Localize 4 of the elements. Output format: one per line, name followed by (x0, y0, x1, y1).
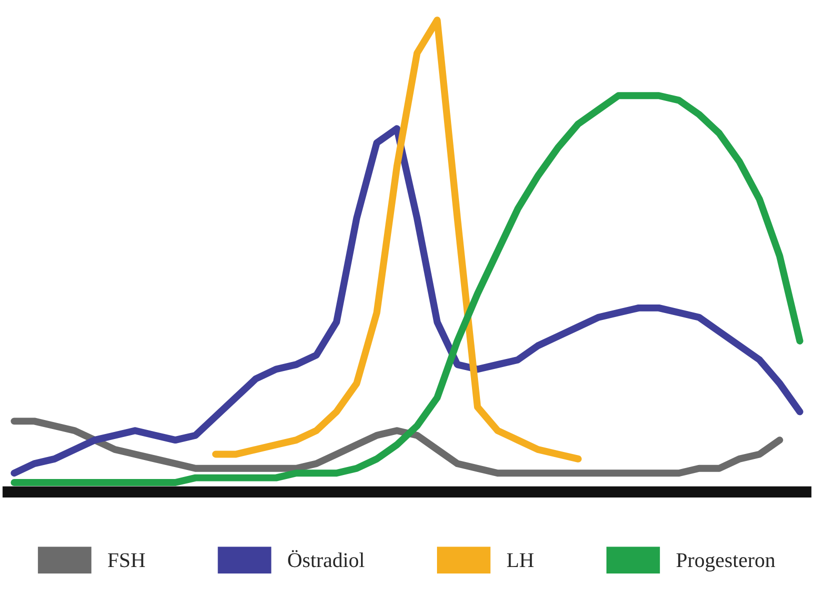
legend-label: Progesteron (676, 553, 776, 572)
legend-label: FSH (108, 553, 145, 568)
legend-label: Östradiol (288, 550, 364, 568)
legend-label: LH (507, 553, 534, 567)
